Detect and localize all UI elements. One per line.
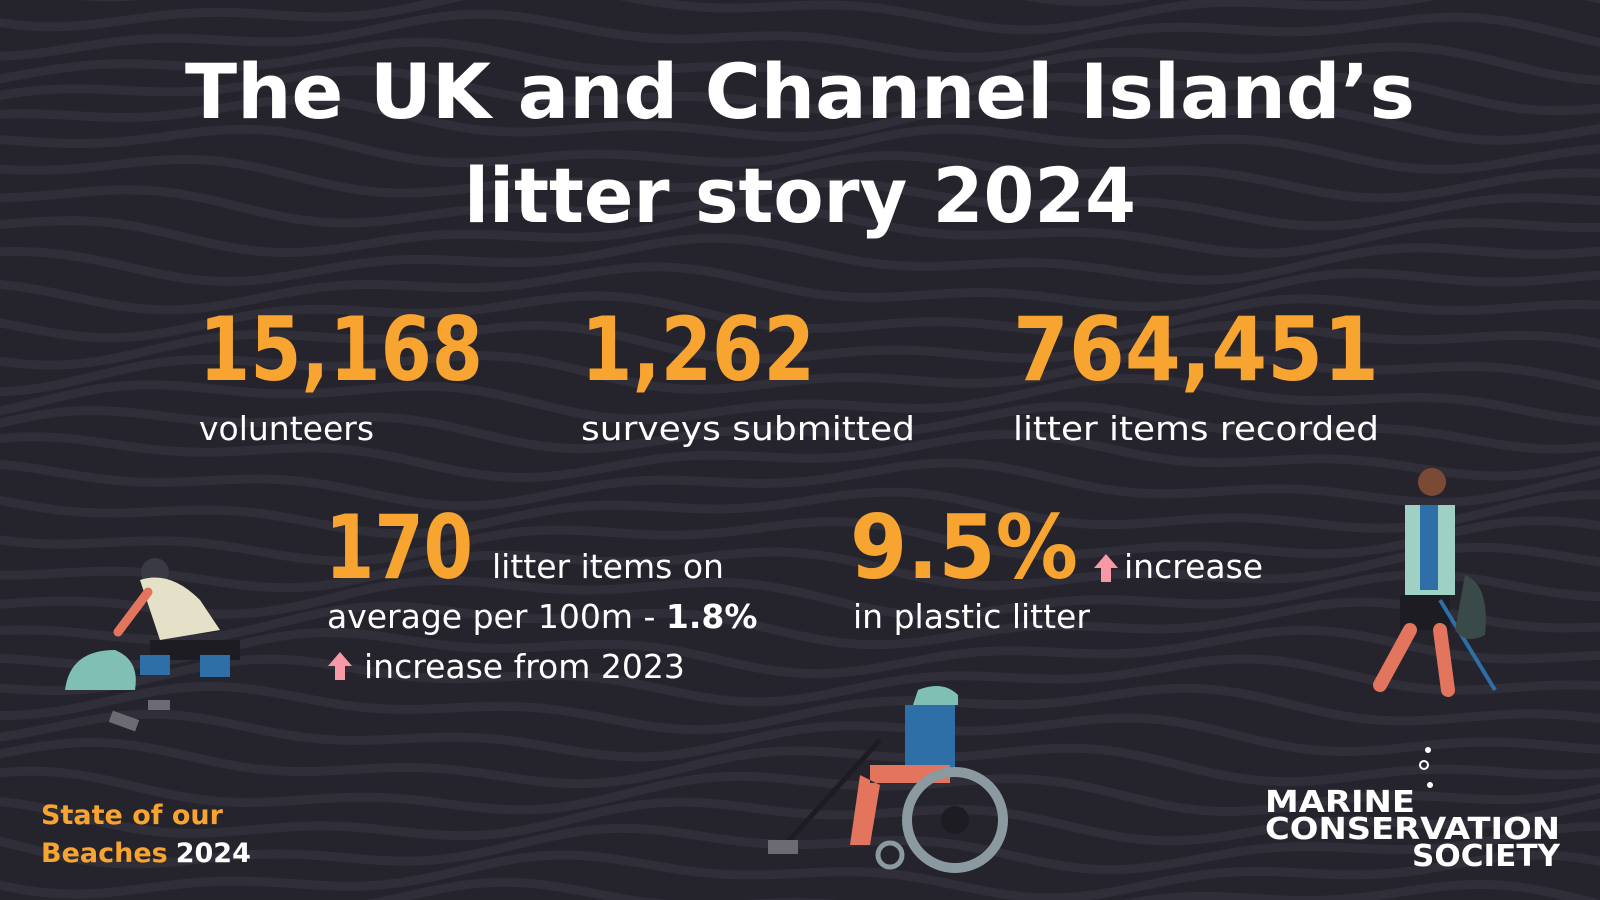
wave-line: [0, 37, 1600, 89]
volunteer-walking: [1373, 468, 1497, 697]
wave-line: [0, 597, 1600, 650]
stat-value: 1,262: [581, 298, 815, 401]
footer-text: Beaches 2024: [41, 838, 251, 869]
wave-line: [0, 291, 1600, 343]
wave-line: [0, 766, 1600, 817]
wave-line: [0, 542, 1600, 593]
wave-line: [0, 95, 1600, 145]
wave-line: [0, 682, 1600, 735]
wave-line: [0, 262, 1600, 315]
wave-line: [0, 429, 1600, 483]
stat-label: volunteers: [199, 409, 374, 448]
wave-line: [0, 9, 1600, 62]
wave-line: [0, 516, 1600, 566]
wave-line: [0, 821, 1600, 875]
wave-line: [0, 151, 1600, 203]
logo-text: SOCIETY: [1412, 839, 1561, 874]
wave-line: [0, 178, 1600, 231]
wave-line: [0, 850, 1600, 900]
title-line: litter story 2024: [464, 151, 1136, 240]
logo-text: CONSERVATION: [1265, 812, 1560, 847]
highlight-text: increase from 2023: [364, 647, 685, 686]
highlight-text: average per 100m - 1.8%: [327, 597, 757, 636]
highlight-text: average per 100m -: [327, 597, 666, 636]
highlight-value: 170: [325, 496, 473, 599]
wave-line: [0, 233, 1600, 286]
wave-line: [0, 709, 1600, 762]
wave-line: [0, 737, 1600, 789]
footer-text: Beaches: [41, 838, 168, 869]
highlight-change: 1.8%: [666, 597, 758, 636]
wave-line: [0, 205, 1600, 258]
wave-line: [0, 569, 1600, 620]
highlight-text: increase: [1124, 547, 1263, 586]
up-arrow: [328, 652, 352, 680]
highlight-text: litter items on: [492, 547, 724, 586]
stat-value: 15,168: [199, 298, 483, 401]
up-arrow: [1094, 554, 1118, 582]
highlight-value: 9.5%: [850, 496, 1078, 599]
wave-line: [0, 0, 1600, 35]
wave-line: [0, 346, 1600, 397]
wave-line: [0, 458, 1600, 511]
logo: MARINE CONSERVATION SOCIETY: [1265, 747, 1561, 874]
wave-line: [366, 877, 1600, 900]
footer-text: State of our: [41, 800, 224, 831]
footer-year: 2024: [176, 838, 251, 869]
stat-label: surveys submitted: [581, 409, 915, 448]
wave-line: [0, 124, 1600, 174]
title-line: The UK and Channel Island’s: [185, 47, 1415, 136]
wave-line: [0, 373, 1600, 427]
wave-line: [0, 797, 1600, 846]
wave-line: [0, 654, 1600, 707]
volunteer-wheelchair: [768, 686, 1008, 873]
wave-line: [0, 66, 1600, 116]
wave-line: [0, 320, 1600, 370]
volunteer-crouching: [65, 558, 240, 732]
stat-label: litter items recorded: [1013, 409, 1379, 448]
highlight-text: in plastic litter: [853, 597, 1090, 636]
stat-value: 764,451: [1013, 298, 1379, 401]
logo-text: MARINE: [1265, 785, 1415, 820]
wave-line: [0, 487, 1600, 539]
wave-line: [0, 401, 1600, 454]
